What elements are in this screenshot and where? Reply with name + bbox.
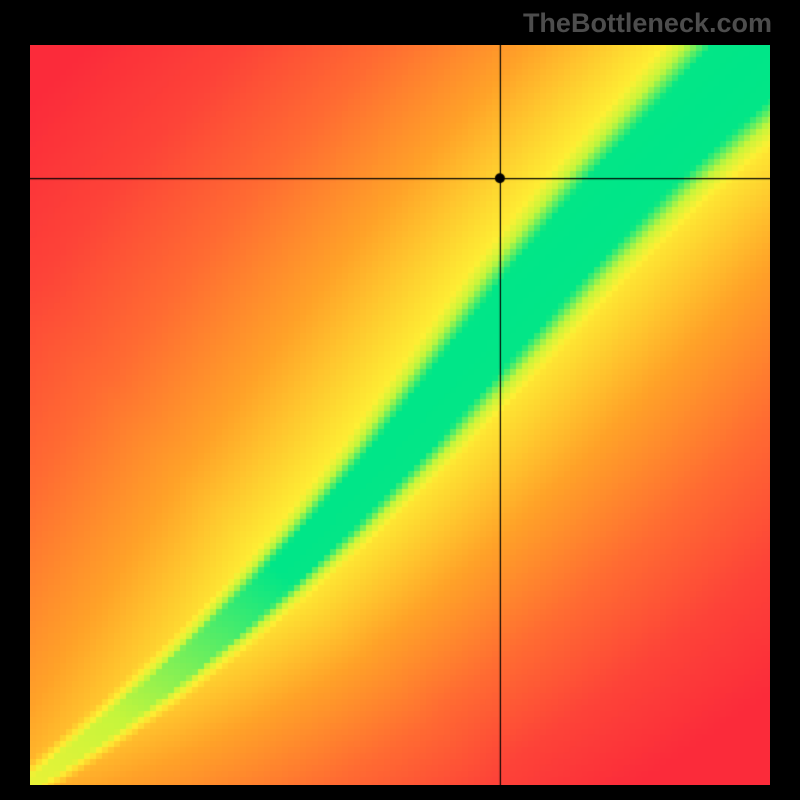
crosshair-overlay: [30, 45, 770, 785]
watermark-text: TheBottleneck.com: [523, 8, 772, 39]
chart-container: { "canvas": { "width": 800, "height": 80…: [0, 0, 800, 800]
